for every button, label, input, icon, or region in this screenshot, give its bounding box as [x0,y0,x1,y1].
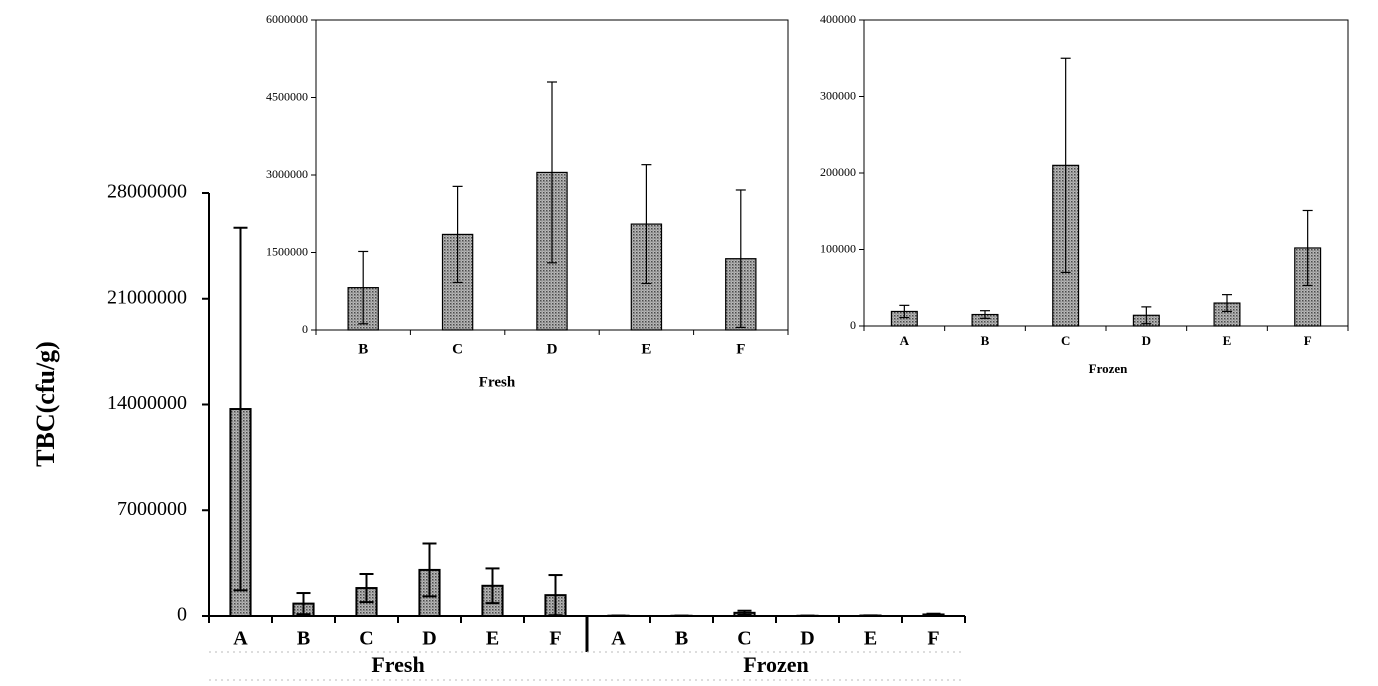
x-tick-label: A [611,628,626,650]
x-axis-label: Fresh [479,374,516,390]
y-tick-label: 0 [302,322,308,336]
x-tick-label: D [547,341,558,357]
plot-frame [864,20,1348,326]
x-tick-label: C [452,341,463,357]
x-axis-label: Frozen [1089,361,1129,376]
group-label: Fresh [371,652,424,677]
y-tick-label: 14000000 [107,392,187,414]
y-tick-label: 6000000 [266,12,308,26]
y-tick-label: 4500000 [266,89,308,103]
y-axis-label: TBC(cfu/g) [31,341,60,467]
x-tick-label: B [358,341,368,357]
chart-panel-2 [859,20,1348,331]
y-tick-label: 7000000 [117,498,187,520]
x-tick-label: F [736,341,745,357]
y-tick-label: 3000000 [266,167,308,181]
x-tick-label: C [737,628,751,650]
y-tick-label: 400000 [820,12,856,26]
y-tick-label: 0 [850,318,856,332]
chart-panel-1 [311,20,788,335]
y-tick-label: 1500000 [266,244,308,258]
x-tick-label: B [297,628,310,650]
x-tick-label: D [800,628,814,650]
x-tick-label: E [486,628,499,650]
x-tick-label: A [233,628,248,650]
x-tick-label: F [1304,333,1312,348]
y-tick-label: 200000 [820,165,856,179]
x-tick-label: D [1142,333,1151,348]
x-tick-label: F [927,628,939,650]
x-tick-label: E [864,628,877,650]
y-tick-label: 300000 [820,88,856,102]
y-tick-label: 100000 [820,241,856,255]
x-tick-label: C [359,628,373,650]
y-tick-label: 28000000 [107,181,187,203]
x-tick-label: C [1061,333,1070,348]
y-tick-label: 21000000 [107,286,187,308]
group-label: Frozen [743,652,809,677]
x-tick-label: E [1223,333,1232,348]
x-tick-label: B [981,333,990,348]
x-tick-label: E [641,341,651,357]
x-tick-label: F [549,628,561,650]
x-tick-label: A [900,333,910,348]
y-tick-label: 0 [177,604,187,626]
x-tick-label: B [675,628,688,650]
x-tick-label: D [422,628,436,650]
